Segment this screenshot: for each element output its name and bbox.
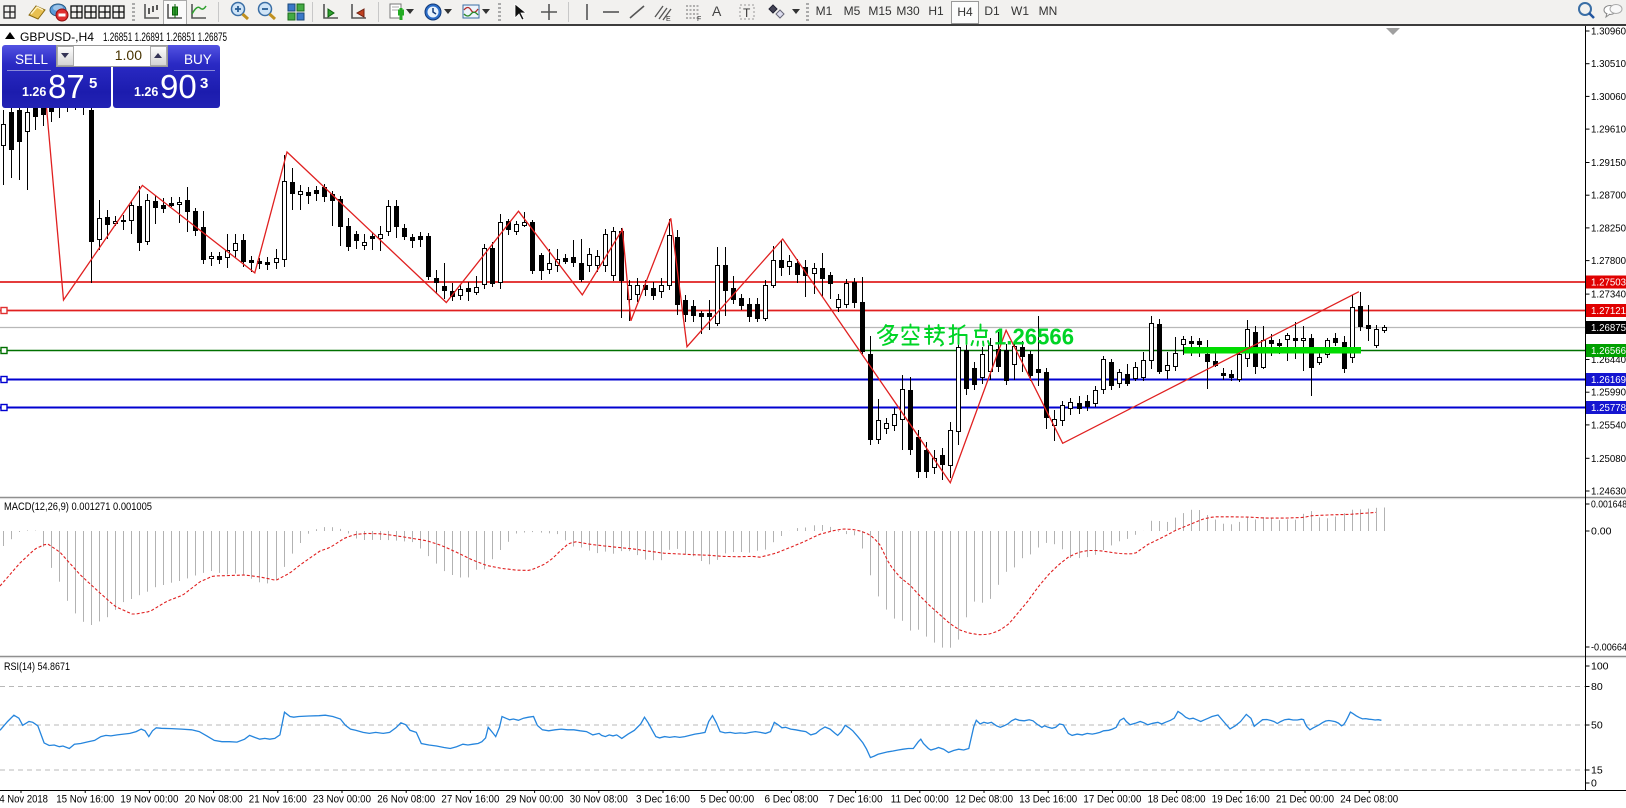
svg-text:T: T: [743, 6, 751, 20]
svg-text:1.27121: 1.27121: [1591, 305, 1626, 317]
svg-text:1.26169: 1.26169: [1591, 374, 1626, 386]
svg-text:20 Nov 08:00: 20 Nov 08:00: [185, 794, 243, 806]
svg-text:14 Nov 2018: 14 Nov 2018: [0, 794, 48, 806]
svg-text:17 Dec 00:00: 17 Dec 00:00: [1083, 794, 1141, 806]
svg-text:13 Dec 16:00: 13 Dec 16:00: [1019, 794, 1077, 806]
svg-text:80: 80: [1591, 681, 1603, 693]
svg-text:12 Dec 08:00: 12 Dec 08:00: [955, 794, 1013, 806]
svg-text:1.27800: 1.27800: [1591, 255, 1626, 267]
svg-text:0.001648: 0.001648: [1591, 499, 1626, 511]
svg-text:30 Nov 08:00: 30 Nov 08:00: [570, 794, 628, 806]
svg-text:1.29150: 1.29150: [1591, 157, 1626, 169]
svg-text:GBPUSD-,H4: GBPUSD-,H4: [20, 30, 94, 44]
svg-text:5 Dec 00:00: 5 Dec 00:00: [700, 794, 754, 806]
svg-text:1.26566: 1.26566: [994, 324, 1074, 350]
svg-text:1.25990: 1.25990: [1591, 387, 1626, 399]
svg-text:1.29610: 1.29610: [1591, 124, 1626, 136]
svg-text:15 Nov 16:00: 15 Nov 16:00: [56, 794, 114, 806]
svg-text:1.30510: 1.30510: [1591, 58, 1626, 70]
svg-text:1.28250: 1.28250: [1591, 222, 1626, 234]
svg-text:23 Nov 00:00: 23 Nov 00:00: [313, 794, 371, 806]
svg-text:29 Nov 00:00: 29 Nov 00:00: [506, 794, 564, 806]
svg-text:F: F: [697, 16, 701, 23]
svg-text:7 Dec 16:00: 7 Dec 16:00: [829, 794, 883, 806]
svg-text:-0.00664: -0.00664: [1591, 642, 1626, 654]
svg-text:100: 100: [1591, 661, 1609, 673]
svg-text:1.26566: 1.26566: [1591, 345, 1626, 357]
svg-text:21 Dec 00:00: 21 Dec 00:00: [1276, 794, 1334, 806]
svg-text:1.25540: 1.25540: [1591, 419, 1626, 431]
svg-text:1.30960: 1.30960: [1591, 26, 1626, 38]
svg-text:3 Dec 16:00: 3 Dec 16:00: [636, 794, 690, 806]
svg-text:21 Nov 16:00: 21 Nov 16:00: [249, 794, 307, 806]
svg-text:6 Dec 08:00: 6 Dec 08:00: [764, 794, 818, 806]
svg-text:MACD(12,26,9) 0.001271 0.00100: MACD(12,26,9) 0.001271 0.001005: [4, 501, 152, 513]
svg-text:1.28700: 1.28700: [1591, 190, 1626, 202]
svg-text:1.27503: 1.27503: [1591, 277, 1626, 289]
svg-text:1.27340: 1.27340: [1591, 289, 1626, 301]
svg-text:1.25778: 1.25778: [1591, 402, 1626, 414]
svg-text:18 Dec 08:00: 18 Dec 08:00: [1148, 794, 1206, 806]
svg-text:RSI(14) 54.8671: RSI(14) 54.8671: [4, 661, 70, 673]
svg-text:27 Nov 16:00: 27 Nov 16:00: [441, 794, 499, 806]
svg-text:1.24630: 1.24630: [1591, 486, 1626, 498]
svg-text:1.25080: 1.25080: [1591, 453, 1626, 465]
svg-text:11 Dec 00:00: 11 Dec 00:00: [891, 794, 949, 806]
svg-text:26 Nov 08:00: 26 Nov 08:00: [377, 794, 435, 806]
svg-text:1.26851 1.26891 1.26851 1.2687: 1.26851 1.26891 1.26851 1.26875: [103, 30, 227, 44]
svg-text:1.30060: 1.30060: [1591, 91, 1626, 103]
svg-text:1.26875: 1.26875: [1591, 322, 1626, 334]
svg-text:50: 50: [1591, 720, 1603, 732]
svg-text:19 Dec 16:00: 19 Dec 16:00: [1212, 794, 1270, 806]
svg-text:0: 0: [1591, 778, 1597, 790]
svg-text:24 Dec 08:00: 24 Dec 08:00: [1340, 794, 1398, 806]
svg-text:0.00: 0.00: [1591, 526, 1612, 538]
svg-text:E: E: [666, 16, 671, 23]
svg-text:19 Nov 00:00: 19 Nov 00:00: [120, 794, 178, 806]
svg-text:15: 15: [1591, 765, 1603, 777]
